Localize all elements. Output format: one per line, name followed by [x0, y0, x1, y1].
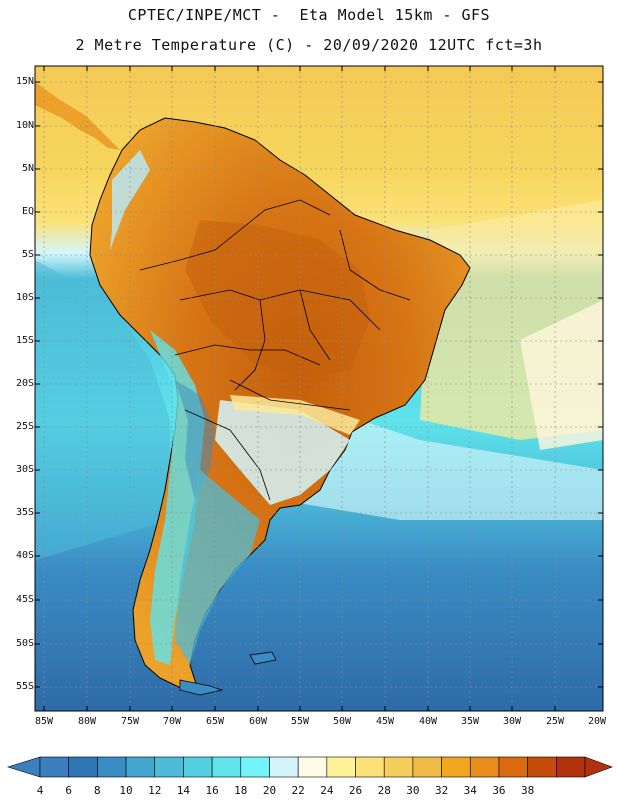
- lat-label: 15S: [15, 335, 34, 346]
- lat-label: 20S: [15, 378, 34, 389]
- lat-label: 55S: [15, 681, 34, 692]
- chart-title-line-2: 2 Metre Temperature (C) - 20/09/2020 12U…: [75, 36, 543, 54]
- colorbar-swatch: [183, 756, 213, 778]
- colorbar-swatch: [269, 756, 299, 778]
- colorbar-label: 32: [434, 784, 449, 797]
- colorbar-swatch: [498, 756, 528, 778]
- colorbar-label: 30: [406, 784, 420, 797]
- colorbar-swatch: [240, 756, 270, 778]
- colorbar-label: 34: [463, 784, 477, 797]
- colorbar-swatch: [39, 756, 69, 778]
- colorbar-label: 14: [176, 784, 191, 797]
- lon-label: 60W: [248, 716, 268, 727]
- colorbar-swatch: [441, 756, 471, 778]
- patagonia-cool: [175, 470, 260, 665]
- colorbar-label: 10: [119, 784, 133, 797]
- colorbar-swatch: [125, 756, 156, 778]
- colorbar-label: 16: [205, 784, 219, 797]
- lon-label: 35W: [460, 716, 480, 727]
- colorbar-label: 28: [377, 784, 391, 797]
- country-borders: [139, 199, 411, 501]
- colorbar-swatch: [355, 756, 385, 778]
- colorbar-label: 26: [348, 784, 363, 797]
- interior-hot-core: [185, 220, 370, 380]
- colorbar-label: 36: [492, 784, 506, 797]
- lon-label: 75W: [120, 716, 140, 727]
- colorbar-swatch: [326, 756, 356, 778]
- lat-label: 5N: [21, 163, 34, 174]
- lat-label: 5S: [21, 249, 34, 260]
- lon-label: 45W: [375, 716, 395, 727]
- central-america: [35, 82, 120, 150]
- colorbar-label: 4: [36, 784, 44, 797]
- falkland-islands: [249, 651, 277, 665]
- lat-label: 15N: [15, 76, 34, 87]
- colorbar-swatch: [97, 756, 127, 778]
- lon-label: 25W: [545, 716, 565, 727]
- lat-label: 40S: [15, 550, 34, 561]
- pacific-cool-band: [35, 260, 170, 560]
- tierra-del-fuego: [179, 679, 224, 696]
- colorbar-label: 22: [291, 784, 305, 797]
- lat-label: 10N: [15, 120, 34, 131]
- map-frame: [34, 65, 604, 712]
- colorbar-swatch: [527, 756, 557, 778]
- lat-label: 25S: [15, 421, 34, 432]
- colorbar-swatch: [68, 756, 98, 778]
- colorbar: [6, 756, 613, 778]
- lon-label: 85W: [34, 716, 54, 727]
- colorbar-label: 20: [262, 784, 277, 797]
- lon-label: 55W: [290, 716, 310, 727]
- colorbar-label: 6: [65, 784, 72, 797]
- colorbar-swatch: [383, 756, 414, 778]
- lat-label: 10S: [15, 292, 34, 303]
- lon-label: 20W: [587, 716, 607, 727]
- colorbar-swatch: [297, 756, 328, 778]
- lon-label: 50W: [332, 716, 352, 727]
- axis-ticks: [35, 66, 603, 711]
- map-field: [35, 66, 603, 711]
- colorbar-label: 18: [234, 784, 248, 797]
- colorbar-left-arrow: [6, 756, 41, 778]
- andes-north-cool: [110, 150, 150, 250]
- lon-label: 30W: [502, 716, 522, 727]
- lon-label: 40W: [418, 716, 438, 727]
- lat-label: 35S: [15, 507, 34, 518]
- lat-label: 30S: [15, 464, 34, 475]
- colorbar-right-arrow: [584, 756, 613, 778]
- south-brazil-mild: [230, 395, 360, 435]
- lat-label: 50S: [15, 638, 34, 649]
- colorbar-swatch: [469, 756, 500, 778]
- chart-title-line-1: CPTEC/INPE/MCT - Eta Model 15km - GFS: [127, 6, 491, 24]
- colorbar-swatch: [211, 756, 242, 778]
- lat-label: 45S: [15, 594, 34, 605]
- colorbar-swatch: [556, 756, 586, 778]
- lat-label: EQ: [21, 206, 34, 217]
- lon-label: 65W: [205, 716, 225, 727]
- lon-label: 70W: [162, 716, 182, 727]
- colorbar-label: 24: [320, 784, 334, 797]
- lon-label: 80W: [77, 716, 97, 727]
- colorbar-swatch: [412, 756, 442, 778]
- colorbar-label: 38: [521, 784, 535, 797]
- colorbar-label: 12: [148, 784, 162, 797]
- colorbar-swatch: [154, 756, 184, 778]
- atlantic-pale-band: [520, 300, 603, 450]
- pampas-pale: [215, 400, 350, 505]
- colorbar-label: 8: [94, 784, 101, 797]
